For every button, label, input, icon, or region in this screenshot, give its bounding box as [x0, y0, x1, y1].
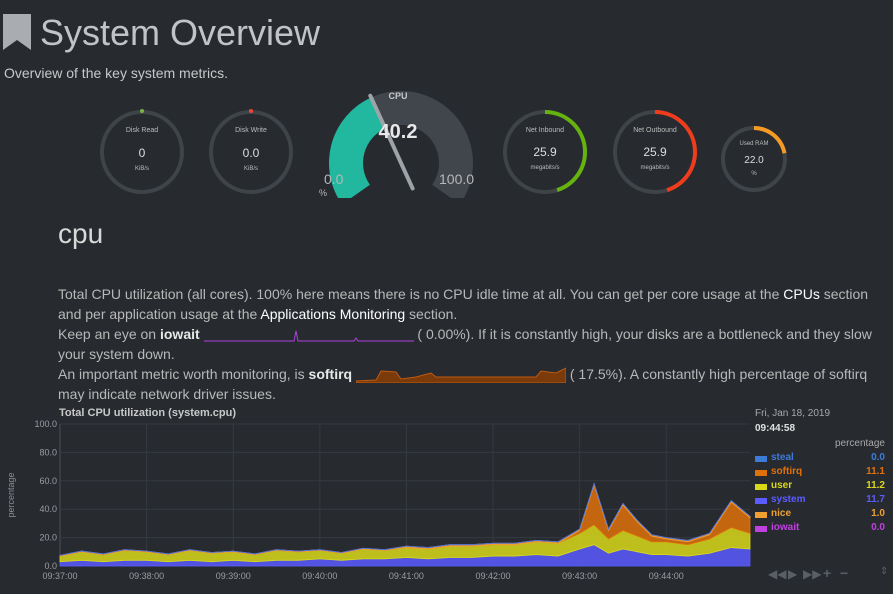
legend-swatch: [755, 470, 767, 476]
gauge-unit: %: [319, 188, 328, 198]
series-area-steal: [59, 482, 751, 556]
gauge-net-outbound[interactable]: Net Outbound 25.9 megabits/s: [612, 109, 698, 195]
legend-name: system: [771, 494, 806, 505]
page-title: System Overview: [40, 12, 321, 53]
iowait-label: iowait: [159, 326, 200, 342]
x-tick-label: 09:38:00: [129, 571, 164, 581]
legend-name: iowait: [771, 522, 800, 533]
desc-text: An important metric worth monitoring, is: [58, 366, 309, 382]
applications-link[interactable]: Applications Monitoring: [260, 306, 406, 322]
y-tick-label: 100.0: [34, 419, 57, 429]
gauge-used-ram[interactable]: Used RAM 22.0 %: [720, 125, 788, 193]
x-tick-label: 09:43:00: [562, 571, 597, 581]
pan-right-icon[interactable]: ▶▶: [803, 567, 822, 581]
gauge-label: Disk Write: [235, 127, 267, 134]
legend-unit: percentage: [834, 438, 885, 449]
x-tick-label: 09:41:00: [389, 571, 424, 581]
chart-title: Total CPU utilization (system.cpu): [59, 407, 237, 419]
iowait-sparkline: [203, 331, 414, 342]
x-tick-label: 09:37:00: [42, 571, 77, 581]
legend-item-iowait[interactable]: iowait 0.0: [755, 522, 885, 536]
gauge-unit: KiB/s: [243, 166, 258, 172]
gauge-value: 0: [138, 146, 146, 160]
legend-name: user: [771, 480, 793, 491]
y-tick-label: 80.0: [39, 447, 57, 457]
desc-text: Keep an eye on: [58, 326, 160, 342]
gauge-disk-read[interactable]: Disk Read 0 KiB/s: [98, 108, 186, 196]
zoom-out-icon[interactable]: −: [840, 565, 849, 581]
legend-name: nice: [771, 508, 792, 519]
gauge-unit: KiB/s: [134, 166, 149, 172]
section-title: cpu: [58, 218, 104, 249]
gauge-label: CPU: [388, 91, 408, 101]
cpu-chart[interactable]: 0.0 20.0 40.0 60.0 80.0 100.0 09:37:00 09:38:00…: [0, 416, 755, 586]
gauge-value: 22.0: [744, 155, 764, 166]
legend-value: 11.2: [866, 480, 885, 491]
x-tick-label: 09:42:00: [476, 571, 511, 581]
gauge-label: Used RAM: [739, 141, 769, 147]
zoom-in-icon[interactable]: +: [823, 565, 832, 581]
gauge-cpu[interactable]: CPU 40.2 0.0 100.0 %: [316, 88, 486, 205]
gauge-label: Disk Read: [125, 127, 159, 134]
resize-icon[interactable]: ⇕: [880, 566, 889, 577]
legend-time: 09:44:58: [755, 423, 796, 434]
y-axis-label: percentage: [6, 472, 16, 517]
legend-swatch: [755, 456, 767, 462]
gauge-unit: megabits/s: [530, 165, 560, 171]
gauge-value: 25.9: [533, 145, 557, 159]
x-tick-label: 09:44:00: [649, 571, 684, 581]
softirq-label: softirq: [308, 366, 353, 382]
legend-item-softirq[interactable]: softirq 11.1: [755, 466, 885, 480]
legend-item-nice[interactable]: nice 1.0: [755, 508, 885, 522]
y-tick-label: 20.0: [39, 533, 57, 543]
y-tick-label: 0.0: [44, 561, 57, 571]
legend-swatch: [755, 498, 767, 504]
gauge-unit: megabits/s: [640, 165, 670, 171]
gauge-label: Net Outbound: [633, 127, 677, 134]
legend-name: softirq: [771, 466, 803, 477]
bookmark-icon: [3, 14, 31, 50]
legend-item-user[interactable]: user 11.2: [755, 480, 885, 494]
gauge-disk-write[interactable]: Disk Write 0.0 KiB/s: [207, 108, 295, 196]
page-subtitle: Overview of the key system metrics.: [4, 65, 229, 81]
legend-date: Fri, Jan 18, 2019: [755, 408, 831, 419]
gauge-label: Net Inbound: [525, 127, 565, 134]
pan-left-icon[interactable]: ◀◀: [768, 567, 787, 581]
desc-text: Total CPU utilization (all cores). 100% …: [58, 286, 784, 302]
legend-swatch: [755, 484, 767, 490]
legend-item-system[interactable]: system 11.7: [755, 494, 885, 508]
y-tick-label: 60.0: [39, 476, 57, 486]
gauge-value: 0.0: [242, 146, 260, 160]
gauge-value: 25.9: [643, 145, 667, 159]
legend-value: 1.0: [871, 508, 885, 519]
legend-value: 11.1: [866, 466, 885, 477]
x-tick-label: 09:39:00: [216, 571, 251, 581]
gauge-max: 100.0: [439, 171, 475, 187]
x-tick-label: 09:40:00: [302, 571, 337, 581]
legend-swatch: [755, 512, 767, 518]
desc-text: section and per application usage at the: [58, 286, 869, 322]
legend-name: steal: [771, 452, 794, 463]
section-description: Total CPU utilization (all cores). 100% …: [58, 284, 893, 404]
softirq-sparkline: [355, 367, 566, 384]
desc-text: ( 17.5%). A constantly high percentage o…: [58, 366, 868, 402]
legend-swatch: [755, 526, 767, 532]
legend-value: 0.0: [871, 452, 885, 463]
play-icon[interactable]: ▶: [788, 567, 798, 581]
gauge-net-inbound[interactable]: Net Inbound 25.9 megabits/s: [502, 109, 588, 195]
gauge-fill: [721, 126, 787, 192]
legend-value: 0.0: [871, 522, 885, 533]
gauge-unit: %: [751, 171, 757, 177]
desc-text: ( 0.00%). If it is constantly high, your…: [58, 326, 872, 362]
cpus-link[interactable]: CPUs: [783, 286, 820, 302]
legend-value: 11.7: [866, 494, 885, 505]
desc-text: section.: [405, 306, 458, 322]
gauge-fill: [613, 110, 697, 194]
gauge-fill: [503, 110, 587, 194]
y-tick-label: 40.0: [39, 504, 57, 514]
legend-item-steal[interactable]: steal 0.0: [755, 452, 885, 466]
cpu-gauge-arc: [329, 90, 473, 205]
gauge-value: 40.2: [378, 121, 418, 143]
gauge-min: 0.0: [324, 171, 344, 187]
